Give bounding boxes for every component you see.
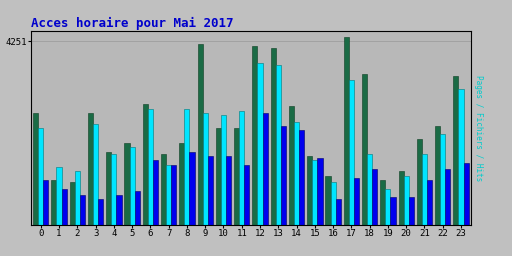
Bar <box>80 195 85 225</box>
Bar <box>198 44 203 225</box>
Bar <box>281 126 286 225</box>
Bar <box>51 180 56 225</box>
Bar <box>326 176 331 225</box>
Bar <box>153 161 158 225</box>
Text: Acces horaire pour Mai 2017: Acces horaire pour Mai 2017 <box>31 16 233 29</box>
Bar <box>336 199 341 225</box>
Bar <box>299 130 304 225</box>
Bar <box>307 156 312 225</box>
Bar <box>372 169 377 225</box>
Bar <box>344 37 349 225</box>
Bar <box>403 176 409 225</box>
Bar <box>391 197 396 225</box>
Bar <box>386 188 391 225</box>
Bar <box>111 154 116 225</box>
Bar <box>349 80 354 225</box>
Bar <box>135 191 140 225</box>
Bar <box>106 152 111 225</box>
Bar <box>75 171 80 225</box>
Bar <box>88 113 93 225</box>
Bar <box>148 109 153 225</box>
Bar <box>258 63 263 225</box>
Bar <box>244 165 249 225</box>
Bar <box>271 48 276 225</box>
Bar <box>184 109 189 225</box>
Bar <box>221 115 226 225</box>
Y-axis label: Pages / Fichiers / Hits: Pages / Fichiers / Hits <box>474 75 483 181</box>
Bar <box>435 126 440 225</box>
Bar <box>161 154 166 225</box>
Bar <box>417 139 422 225</box>
Bar <box>354 178 359 225</box>
Bar <box>453 76 458 225</box>
Bar <box>166 165 171 225</box>
Bar <box>367 154 372 225</box>
Bar <box>362 74 367 225</box>
Bar <box>124 143 130 225</box>
Bar <box>130 147 135 225</box>
Bar <box>171 165 176 225</box>
Bar <box>380 180 386 225</box>
Bar <box>143 104 148 225</box>
Bar <box>61 188 67 225</box>
Bar <box>116 195 121 225</box>
Bar <box>409 197 414 225</box>
Bar <box>33 113 38 225</box>
Bar <box>226 156 231 225</box>
Bar <box>203 113 208 225</box>
Bar <box>312 161 317 225</box>
Bar <box>252 46 258 225</box>
Bar <box>234 128 239 225</box>
Bar <box>440 134 445 225</box>
Bar <box>398 171 403 225</box>
Bar <box>458 89 463 225</box>
Bar <box>427 180 432 225</box>
Bar <box>463 163 468 225</box>
Bar <box>56 167 61 225</box>
Bar <box>263 113 268 225</box>
Bar <box>179 143 184 225</box>
Bar <box>331 182 336 225</box>
Bar <box>239 111 244 225</box>
Bar <box>38 128 44 225</box>
Bar <box>93 124 98 225</box>
Bar <box>289 106 294 225</box>
Bar <box>294 122 299 225</box>
Bar <box>189 152 195 225</box>
Bar <box>317 158 323 225</box>
Bar <box>208 156 213 225</box>
Bar <box>276 65 281 225</box>
Bar <box>422 154 427 225</box>
Bar <box>445 169 451 225</box>
Bar <box>44 180 49 225</box>
Bar <box>70 182 75 225</box>
Bar <box>216 128 221 225</box>
Bar <box>98 199 103 225</box>
